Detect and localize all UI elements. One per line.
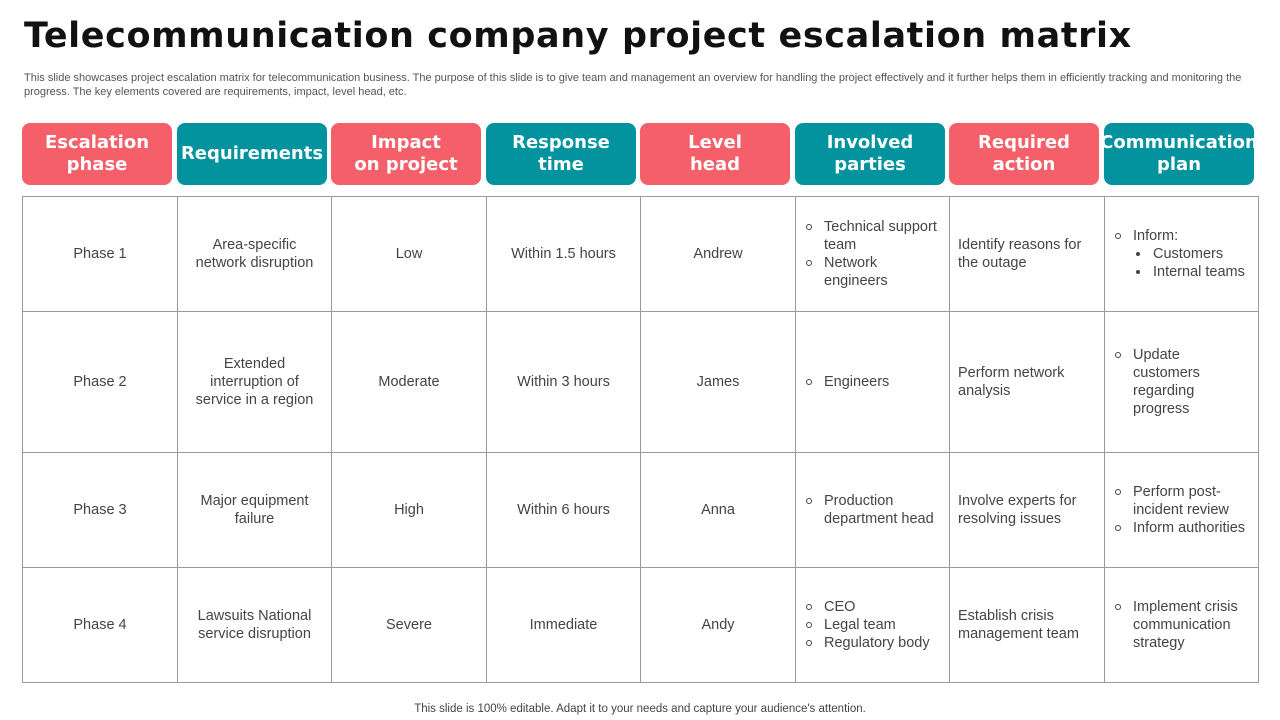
table-row: Phase 2 Extended interruption of service… (22, 311, 1259, 453)
impact-cell: High (331, 452, 487, 568)
phase-cell: Phase 1 (22, 196, 178, 312)
party-item: CEO (806, 598, 941, 616)
parties-cell: Technical support team Network engineers (795, 196, 950, 312)
plan-cell: Inform: Customers Internal teams (1104, 196, 1259, 312)
head-cell: James (640, 311, 796, 453)
party-item: Engineers (806, 373, 941, 391)
table-row: Phase 3 Major equipment failure High Wit… (22, 452, 1259, 568)
requirement-cell: Extended interruption of service in a re… (177, 311, 332, 453)
impact-cell: Low (331, 196, 487, 312)
plan-cell: Implement crisis communication strategy (1104, 567, 1259, 683)
action-cell: Perform network analysis (949, 311, 1105, 453)
phase-cell: Phase 2 (22, 311, 178, 453)
plan-item: Update customers regarding progress (1115, 346, 1250, 418)
head-cell: Andy (640, 567, 796, 683)
party-item: Production department head (806, 492, 941, 528)
response-cell: Within 6 hours (486, 452, 641, 568)
plan-subitem: Internal teams (1136, 263, 1250, 281)
plan-item: Perform post-incident review (1115, 483, 1250, 519)
plan-item: Implement crisis communication strategy (1115, 598, 1250, 652)
plan-cell: Update customers regarding progress (1104, 311, 1259, 453)
parties-cell: CEO Legal team Regulatory body (795, 567, 950, 683)
impact-cell: Moderate (331, 311, 487, 453)
action-cell: Establish crisis management team (949, 567, 1105, 683)
phase-cell: Phase 4 (22, 567, 178, 683)
party-item: Technical support team (806, 218, 941, 254)
response-cell: Within 3 hours (486, 311, 641, 453)
head-cell: Anna (640, 452, 796, 568)
party-item: Regulatory body (806, 634, 941, 652)
head-cell: Andrew (640, 196, 796, 312)
impact-cell: Severe (331, 567, 487, 683)
page-title: Telecommunication company project escala… (24, 16, 1132, 56)
plan-subitem: Customers (1136, 245, 1250, 263)
party-item: Network engineers (806, 254, 941, 290)
plan-cell: Perform post-incident review Inform auth… (1104, 452, 1259, 568)
phase-cell: Phase 3 (22, 452, 178, 568)
page-subtitle: This slide showcases project escalation … (24, 72, 1242, 98)
table-row: Phase 1 Area-specific network disruption… (22, 196, 1259, 312)
header-requirements: Requirements (177, 123, 327, 185)
header-row: Escalation phase Requirements Impact on … (22, 123, 1258, 185)
plan-item-label: Inform: (1133, 228, 1179, 244)
header-impact: Impact on project (331, 123, 481, 185)
header-communication-plan: Communication plan (1100, 123, 1258, 185)
action-cell: Involve experts for resolving issues (949, 452, 1105, 568)
header-required-action: Required action (949, 123, 1099, 185)
header-involved-parties: Involved parties (795, 123, 945, 185)
requirement-cell: Area-specific network disruption (177, 196, 332, 312)
requirement-cell: Major equipment failure (177, 452, 332, 568)
plan-item: Inform authorities (1115, 519, 1250, 537)
header-response-time: Response time (486, 123, 636, 185)
action-cell: Identify reasons for the outage (949, 196, 1105, 312)
parties-cell: Production department head (795, 452, 950, 568)
party-item: Legal team (806, 616, 941, 634)
plan-item: Inform: Customers Internal teams (1115, 227, 1250, 281)
parties-cell: Engineers (795, 311, 950, 453)
requirement-cell: Lawsuits National service disruption (177, 567, 332, 683)
footer-note: This slide is 100% editable. Adapt it to… (414, 703, 866, 715)
response-cell: Within 1.5 hours (486, 196, 641, 312)
header-escalation-phase: Escalation phase (22, 123, 172, 185)
escalation-table: Phase 1 Area-specific network disruption… (22, 196, 1259, 683)
table-row: Phase 4 Lawsuits National service disrup… (22, 567, 1259, 683)
response-cell: Immediate (486, 567, 641, 683)
header-level-head: Level head (640, 123, 790, 185)
